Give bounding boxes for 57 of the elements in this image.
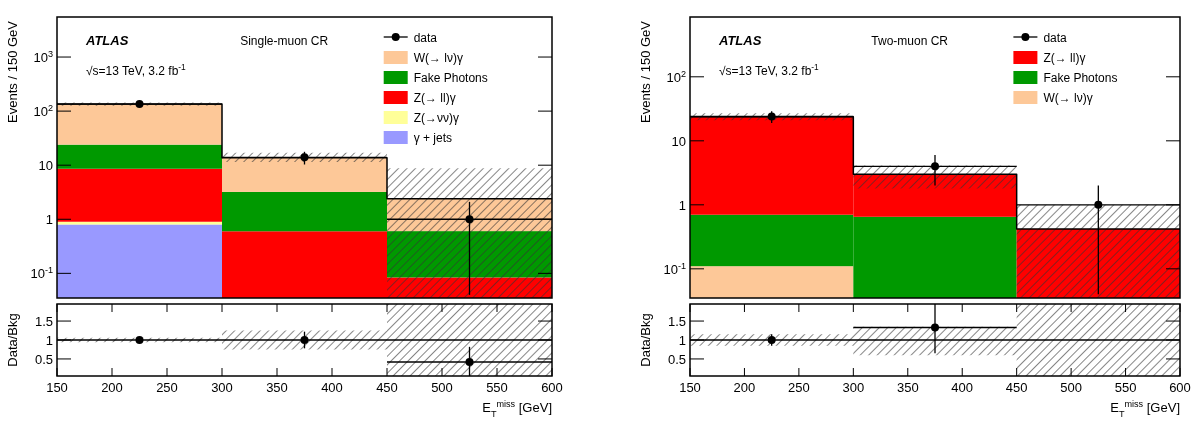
y-tick-label: 0.5 xyxy=(667,351,686,367)
legend-label: Z(→νν)γ xyxy=(413,111,460,125)
y-tick-label: 1 xyxy=(678,197,686,213)
x-tick-label: 250 xyxy=(156,380,178,395)
y-axis-title: Events / 150 GeV xyxy=(5,20,20,123)
x-tick-label: 200 xyxy=(733,380,756,395)
x-tick-label: 400 xyxy=(321,380,343,395)
annotation: ATLAS xyxy=(85,33,129,48)
legend-label: data xyxy=(1043,31,1068,45)
y-tick-label: 10$^{-1}$ xyxy=(30,265,53,282)
x-tick-label: 300 xyxy=(842,380,865,395)
x-tick-label: 350 xyxy=(266,380,288,395)
y-tick-label: 10 xyxy=(671,133,686,149)
y-tick-label: 1.5 xyxy=(667,314,686,330)
y-tick-label: 10$^{-1}$ xyxy=(663,260,686,277)
x-tick-label: 150 xyxy=(679,380,701,395)
x-tick-label: 600 xyxy=(1169,380,1191,395)
y-tick-label: 10$^{3}$ xyxy=(33,49,53,66)
y-tick-label: 10 xyxy=(38,158,53,174)
y-tick-label: 1 xyxy=(45,333,53,348)
x-tick-label: 450 xyxy=(1005,380,1028,395)
y-tick-label: 1 xyxy=(678,333,686,348)
y-axis-title: Data/Bkg xyxy=(5,313,20,367)
x-tick-label: 150 xyxy=(46,380,68,395)
x-tick-label: 450 xyxy=(376,380,398,395)
y-tick-label: 1.5 xyxy=(34,314,53,330)
y-tick-label: 0.5 xyxy=(34,351,53,367)
x-axis-title: E$_{T}$$^{miss}$ [GeV] xyxy=(1110,399,1180,419)
annotation: √s=13 TeV, 3.2 fb$^{-1}$ xyxy=(719,62,820,78)
legend-label: W(→ lν)γ xyxy=(413,51,464,65)
x-axis-title: E$_{T}$$^{miss}$ [GeV] xyxy=(482,399,552,419)
x-tick-label: 400 xyxy=(951,380,974,395)
annotation: Two-muon CR xyxy=(871,34,949,48)
legend-label: W(→ lν)γ xyxy=(1043,91,1093,105)
y-tick-label: 10$^{2}$ xyxy=(666,68,686,85)
legend-label: γ + jets xyxy=(413,131,453,145)
x-tick-label: 200 xyxy=(101,380,123,395)
x-tick-label: 500 xyxy=(431,380,453,395)
x-tick-label: 250 xyxy=(788,380,810,395)
legend-label: Fake Photons xyxy=(1043,71,1118,85)
x-tick-label: 300 xyxy=(211,380,233,395)
annotation: ATLAS xyxy=(718,33,762,48)
y-axis-title: Data/Bkg xyxy=(638,313,653,367)
legend-label: Fake Photons xyxy=(413,71,488,85)
legend-label: Z(→ ll)γ xyxy=(413,91,456,105)
x-tick-label: 500 xyxy=(1060,380,1082,395)
x-tick-label: 550 xyxy=(1114,380,1137,395)
annotation: √s=13 TeV, 3.2 fb$^{-1}$ xyxy=(86,62,187,78)
x-tick-label: 600 xyxy=(541,380,563,395)
y-axis-title: Events / 150 GeV xyxy=(638,20,653,123)
x-tick-label: 350 xyxy=(896,380,919,395)
legend-label: Z(→ ll)γ xyxy=(1043,51,1086,65)
y-tick-label: 1 xyxy=(45,212,53,228)
x-tick-label: 550 xyxy=(486,380,508,395)
annotation: Single-muon CR xyxy=(240,34,329,48)
legend-label: data xyxy=(413,31,438,45)
y-tick-label: 10$^{2}$ xyxy=(33,103,53,120)
